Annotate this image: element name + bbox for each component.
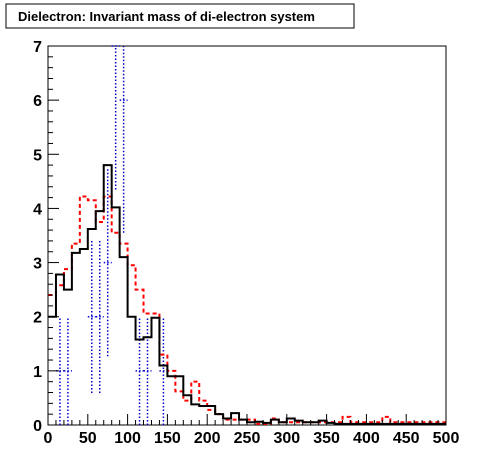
chart-title-box: Dielectron: Invariant mass of di-electro…: [5, 3, 355, 29]
x-tick-label: 50: [79, 430, 97, 447]
x-tick-label: 100: [114, 430, 141, 447]
dotted-blue-series: [55, 45, 168, 425]
x-tick-label: 150: [154, 430, 181, 447]
x-tick-label: 250: [234, 430, 261, 447]
histogram-line: [48, 164, 446, 425]
y-tick-label: 1: [33, 364, 42, 381]
chart-title: Dielectron: Invariant mass of di-electro…: [18, 9, 315, 24]
solid-black-series: [48, 164, 446, 425]
x-tick-label: 300: [273, 430, 300, 447]
x-tick-label: 200: [194, 430, 221, 447]
x-tick-label: 500: [433, 430, 460, 447]
y-tick-label: 4: [33, 201, 42, 218]
y-tick-label: 3: [33, 256, 42, 273]
x-tick-label: 400: [353, 430, 380, 447]
title-frame: [5, 3, 355, 29]
x-tick-label: 350: [313, 430, 340, 447]
axes: 0 50 100 150 200 250 300 350 400 450 500 0 1 2 3 4 5 6 7: [33, 39, 459, 447]
y-tick-label: 0: [33, 418, 42, 435]
y-tick-label: 2: [33, 310, 42, 327]
x-tick-label: 450: [393, 430, 420, 447]
y-tick-label: 5: [33, 147, 42, 164]
x-tick-label: 0: [44, 430, 53, 447]
plot-frame: [47, 45, 447, 426]
y-tick-label: 7: [33, 39, 42, 56]
y-tick-label: 6: [33, 93, 42, 110]
